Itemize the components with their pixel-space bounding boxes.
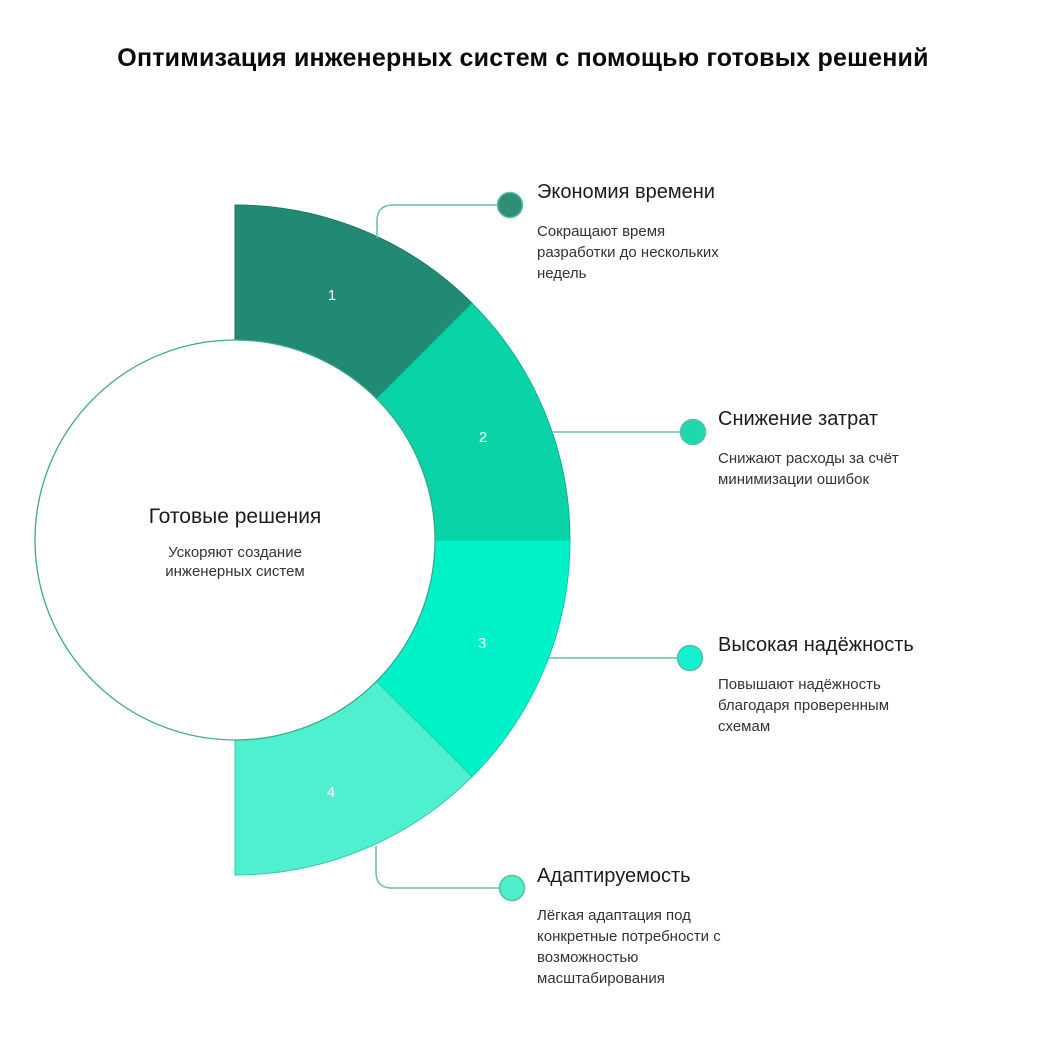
item-dot-1: [496, 191, 524, 219]
item-high-reliability: Высокая надёжность Повышают надёжность б…: [718, 634, 918, 737]
item-cost-reduction: Снижение затрат Снижают расходы за счёт …: [718, 408, 918, 490]
item-title: Адаптируемость: [537, 865, 691, 887]
page-title: Оптимизация инженерных систем с помощью …: [117, 44, 929, 72]
item-dot-2: [679, 418, 707, 446]
item-title: Экономия времени: [537, 181, 715, 203]
item-time-saving: Экономия времени Сокращают время разрабо…: [537, 181, 737, 284]
segment-number-1: 1: [328, 287, 336, 304]
item-description: Лёгкая адаптация под конкретные потребно…: [537, 907, 721, 987]
item-dot-4: [498, 874, 526, 902]
item-title: Снижение затрат: [718, 408, 879, 430]
item-description: Снижают расходы за счёт минимизации ошиб…: [718, 450, 899, 488]
item-adaptability: Адаптируемость Лёгкая адаптация под конк…: [537, 865, 737, 989]
center-title: Готовые решения: [148, 505, 322, 528]
item-title: Высокая надёжность: [718, 634, 914, 656]
segment-number-2: 2: [479, 429, 487, 446]
segment-number-3: 3: [478, 635, 486, 652]
center-subtitle: Ускоряют создание инженерных систем: [165, 544, 305, 580]
segment-number-4: 4: [327, 784, 335, 801]
item-description: Сокращают время разработки до нескольких…: [537, 223, 719, 282]
item-dot-3: [676, 644, 704, 672]
connector-line-4: [375, 846, 499, 889]
item-description: Повышают надёжность благодаря проверенны…: [718, 676, 890, 735]
center-circle: [34, 339, 436, 741]
connector-line-1: [376, 204, 497, 238]
